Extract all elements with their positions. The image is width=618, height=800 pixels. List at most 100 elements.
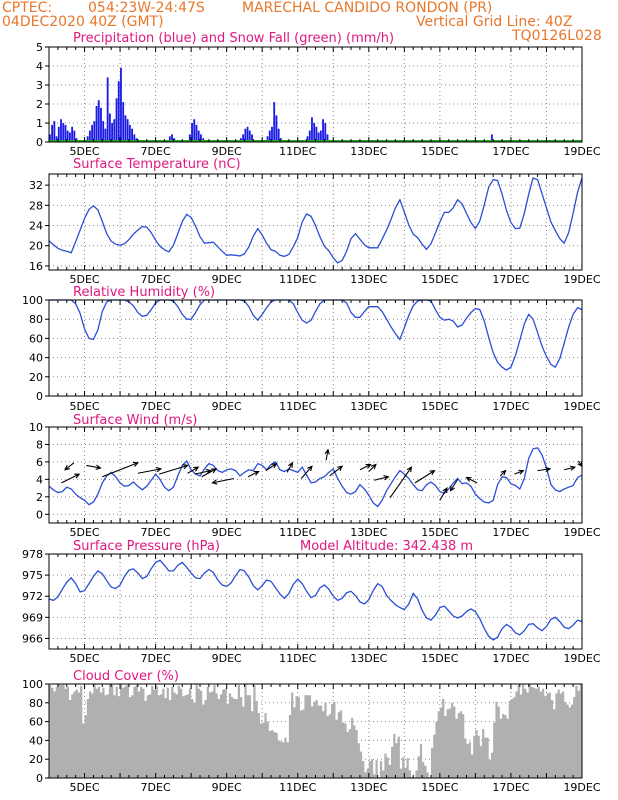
y-tick-label: 10	[29, 421, 43, 434]
precip-bar	[315, 126, 318, 142]
x-tick-label: 13DEC	[350, 652, 387, 665]
precip-bar	[122, 102, 125, 142]
y-tick-label: 80	[29, 697, 43, 710]
wind-series-line	[48, 447, 583, 508]
rh-series-line	[49, 299, 583, 371]
precip-bar	[66, 130, 69, 142]
rh-panel: 0 20 40 60 80 100 5DEC 7DEC 9DEC 11DEC 13DEC 15DEC 1…	[22, 285, 601, 413]
precip-bar	[88, 130, 91, 142]
x-tick-label: 19DEC	[563, 400, 600, 413]
precip-bar	[271, 126, 273, 142]
x-tick-label: 7DEC	[141, 400, 171, 413]
x-tick-label: 15DEC	[421, 652, 458, 665]
precip-bar	[53, 121, 56, 142]
precip-bar	[95, 105, 98, 142]
precip-bar	[100, 107, 102, 142]
y-tick-label: 4	[36, 473, 43, 486]
temp-series-line	[48, 177, 583, 264]
y-tick-label: 0	[36, 508, 43, 521]
wind-vector-arrow	[389, 466, 413, 499]
y-tick-label: 972	[22, 590, 43, 603]
pres-title: Surface Pressure (hPa)	[73, 539, 220, 554]
wind-vector-arrow	[265, 462, 278, 472]
precip-bar	[120, 67, 122, 142]
precip-bar	[62, 123, 65, 142]
precip-bar	[106, 77, 109, 142]
y-tick-label: 80	[29, 313, 43, 326]
precip-bar	[319, 130, 322, 142]
header-model-code: TQ0126L028	[512, 28, 602, 44]
wind-vector-arrow	[537, 466, 552, 473]
precip-bar	[248, 130, 251, 142]
wind-vector-arrow	[359, 463, 372, 471]
x-tick-label: 5DEC	[69, 273, 99, 286]
precip-bar	[322, 119, 324, 142]
y-tick-label: 969	[22, 611, 43, 624]
precip-bar	[188, 134, 191, 142]
y-tick-label: 0	[36, 136, 43, 149]
x-tick-label: 11DEC	[279, 400, 316, 413]
precip-bar	[124, 115, 127, 142]
wind-vector-arrow	[368, 463, 377, 472]
y-tick-label: 100	[22, 294, 43, 307]
wind-vector-arrow	[211, 477, 234, 485]
header-coordinates: 054:23W-24:47S	[88, 0, 205, 16]
plot-frame	[48, 426, 583, 524]
wind-vector-arrow	[137, 467, 163, 474]
precip-bar	[324, 123, 327, 142]
y-tick-label: 5	[36, 41, 43, 54]
y-tick-label: 1	[36, 117, 43, 130]
y-tick-label: 60	[29, 716, 43, 729]
wind-vector-arrow	[465, 477, 478, 484]
x-tick-label: 13DEC	[350, 400, 387, 413]
precip-bar	[126, 119, 129, 142]
wind-vector-arrow	[61, 473, 81, 484]
x-tick-label: 19DEC	[563, 526, 600, 539]
precip-bar	[51, 124, 54, 142]
y-tick-label: 100	[22, 678, 43, 691]
precip-bar	[128, 124, 131, 142]
precip-bar	[49, 134, 51, 142]
x-tick-label: 7DEC	[141, 526, 171, 539]
precip-bar	[277, 128, 280, 142]
precip-bar	[111, 123, 114, 142]
wind-vector-arrow	[564, 465, 577, 471]
x-tick-label: 5DEC	[69, 781, 99, 794]
precip-bar	[93, 121, 96, 142]
x-tick-label: 5DEC	[69, 145, 99, 158]
y-tick-label: 20	[29, 371, 43, 384]
precip-bar	[195, 124, 198, 142]
x-tick-label: 9DEC	[212, 781, 242, 794]
y-tick-label: 40	[29, 352, 43, 365]
precip-bar	[317, 132, 320, 142]
x-tick-label: 11DEC	[279, 145, 316, 158]
wind-vector-arrow	[187, 466, 200, 474]
x-tick-label: 17DEC	[492, 781, 529, 794]
plot-frame	[48, 299, 583, 397]
precip-bar	[97, 100, 100, 142]
x-tick-label: 5DEC	[69, 526, 99, 539]
y-tick-label: 4	[36, 60, 43, 73]
x-tick-label: 9DEC	[212, 145, 242, 158]
precip-bar	[311, 117, 313, 142]
precip-bar	[200, 134, 202, 142]
x-tick-label: 17DEC	[492, 652, 529, 665]
x-tick-label: 7DEC	[141, 273, 171, 286]
precip-bar	[115, 98, 118, 142]
precip-bar	[246, 126, 249, 142]
precip-bar	[60, 119, 62, 142]
precip-bar	[275, 115, 278, 142]
precip-bar	[273, 102, 276, 142]
x-tick-label: 7DEC	[141, 652, 171, 665]
y-tick-label: 0	[36, 772, 43, 785]
x-tick-label: 13DEC	[350, 145, 387, 158]
x-tick-label: 17DEC	[492, 400, 529, 413]
x-tick-label: 17DEC	[492, 273, 529, 286]
precip-bar	[266, 136, 269, 142]
x-tick-label: 19DEC	[563, 781, 600, 794]
x-tick-label: 17DEC	[492, 526, 529, 539]
precip-bar	[242, 134, 245, 142]
precip-bar	[131, 128, 133, 142]
plot-frame	[48, 553, 583, 650]
wind-vector-arrow	[324, 448, 330, 461]
